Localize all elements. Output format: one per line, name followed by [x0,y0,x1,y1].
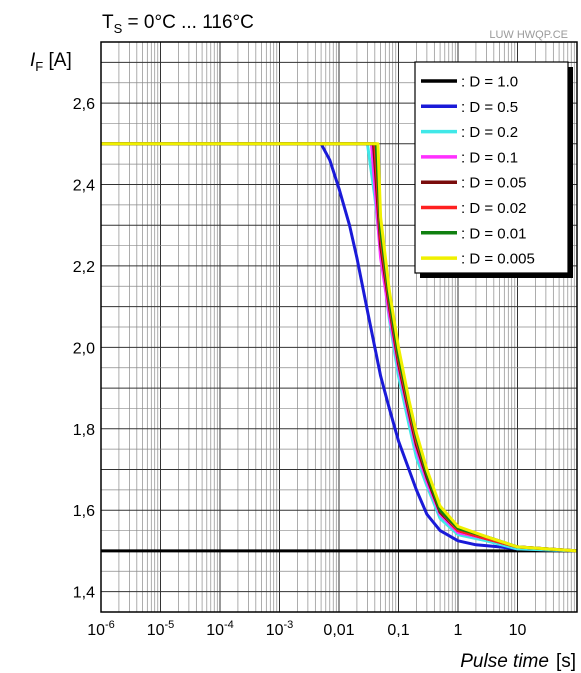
x-tick-label: 10 [509,622,527,639]
y-label-variable: I [30,50,36,71]
y-tick-label: 1,4 [73,585,95,602]
x-label-text: Pulse time [460,651,549,672]
x-tick-labels: 10-6 10-5 10-4 10-3 0,01 0,1 1 10 [87,619,526,639]
series-line [101,142,578,553]
x-tick-label: 10-3 [266,619,294,639]
title-prefix: T [102,12,114,33]
x-label-unit: [s] [556,651,576,672]
legend-label: : D = 0.05 [461,175,526,192]
legend-label: : D = 0.02 [461,200,526,217]
y-axis-label: IF [A] [30,50,72,74]
plot-frame [100,41,578,613]
y-label-unit: [A] [43,50,72,71]
x-tick-label: 10-6 [87,619,115,639]
title-rest: = 0°C ... 116°C [122,12,254,33]
legend-label: : D = 0.2 [461,124,518,141]
series-line [101,142,578,553]
y-tick-label: 2,6 [73,96,95,113]
grid-lines [101,42,577,612]
legend-box [414,61,569,274]
x-tick-label: 0,1 [387,622,409,639]
x-tick-label: 0,01 [323,622,354,639]
x-tick-label: 1 [454,622,463,639]
legend-label: : D = 0.1 [461,149,518,166]
y-tick-label: 2,4 [73,178,95,195]
legend-label: : D = 0.01 [461,225,526,242]
chart-title: TS = 0°C ... 116°C [102,12,254,36]
legend: : D = 1.0 : D = 0.5 : D = 0.2 : D = 0.1 : D … [414,61,573,278]
legend-label: : D = 0.005 [461,251,535,268]
title-subscript: S [114,21,123,36]
series-lines [101,142,578,553]
y-tick-label: 2,2 [73,259,95,276]
watermark-text: LUW HWQP.CE [489,29,568,41]
y-tick-label: 1,8 [73,422,95,439]
y-tick-label: 2,0 [73,340,95,357]
x-axis-label: Pulse time [s] [460,651,576,672]
legend-label: : D = 1.0 [461,74,518,91]
legend-label: : D = 0.5 [461,99,518,116]
y-tick-labels: 1,4 1,6 1,8 2,0 2,2 2,4 2,6 [73,96,95,602]
y-label-subscript: F [35,59,43,74]
x-tick-label: 10-5 [147,619,175,639]
x-tick-label: 10-4 [206,619,234,639]
y-tick-label: 1,6 [73,503,95,520]
